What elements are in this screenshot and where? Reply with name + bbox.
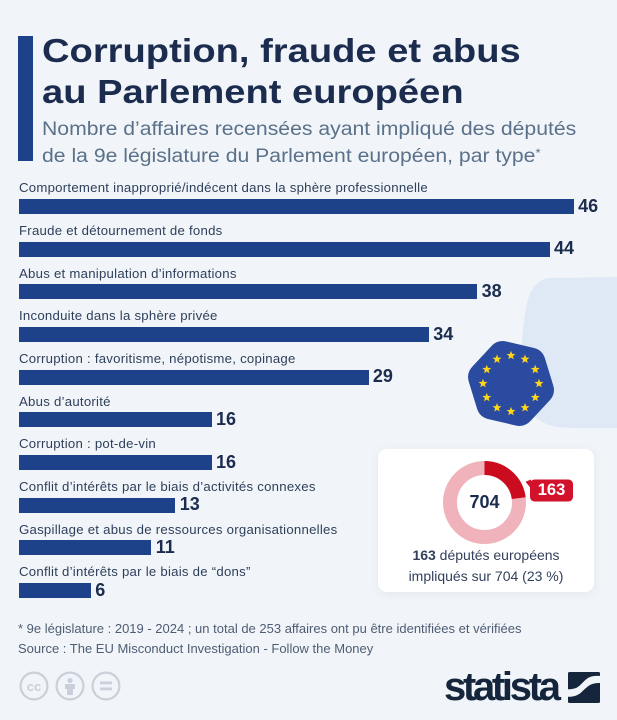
svg-text:cc: cc: [27, 679, 41, 694]
svg-text:163: 163: [538, 481, 566, 499]
